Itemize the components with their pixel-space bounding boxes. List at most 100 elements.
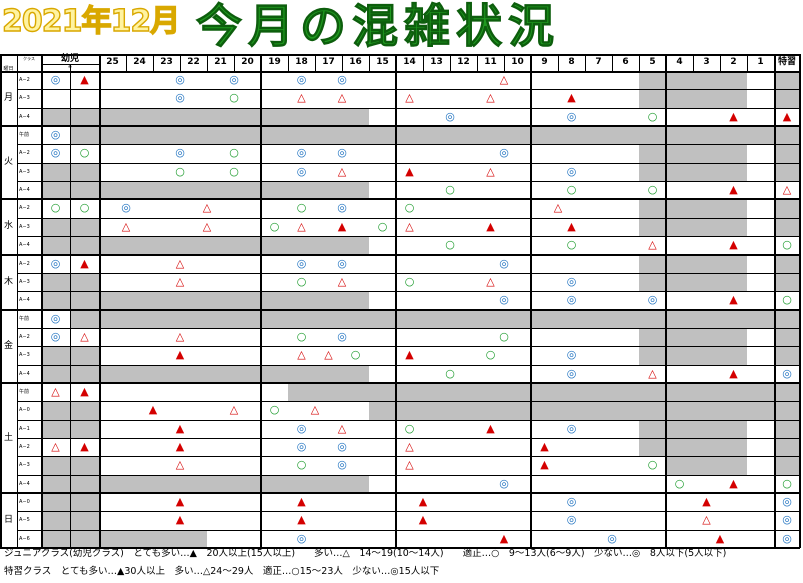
status-mark: △ bbox=[782, 183, 792, 197]
status-mark: ○ bbox=[782, 476, 792, 490]
status-mark: △ bbox=[337, 421, 347, 435]
status-mark: ▲ bbox=[418, 495, 428, 509]
status-mark: △ bbox=[648, 238, 657, 252]
gray-cell bbox=[99, 292, 369, 310]
status-mark: ◎ bbox=[337, 73, 347, 86]
day-label-wed: 水 bbox=[3, 221, 13, 232]
header-tokushu: 特習 bbox=[777, 57, 796, 67]
row-line bbox=[17, 529, 800, 531]
status-mark: ◎ bbox=[296, 531, 307, 545]
week-vline bbox=[530, 54, 532, 549]
row-line bbox=[17, 291, 800, 293]
status-mark: ▲ bbox=[405, 164, 414, 178]
row-line bbox=[17, 419, 800, 421]
status-mark: ◎ bbox=[337, 146, 347, 160]
day-label-mon: 月 bbox=[3, 93, 13, 103]
row-line bbox=[17, 144, 800, 146]
row-line bbox=[17, 272, 800, 274]
status-mark: ○ bbox=[296, 274, 307, 288]
day-divider bbox=[0, 308, 800, 311]
status-mark: ◎ bbox=[782, 366, 792, 380]
status-mark: ◎ bbox=[566, 348, 577, 362]
header-date-25: 25 bbox=[106, 57, 119, 67]
header-vline bbox=[477, 54, 478, 71]
youji-mark: ▲ bbox=[80, 73, 89, 86]
gray-cell bbox=[774, 383, 800, 402]
status-mark: ◎ bbox=[499, 293, 509, 307]
header-date-13: 13 bbox=[430, 57, 443, 67]
youji-mark: ○ bbox=[79, 201, 90, 215]
status-mark: ▲ bbox=[405, 348, 414, 362]
youji-mark: ◎ bbox=[50, 146, 61, 160]
youji-mark: △ bbox=[51, 384, 60, 398]
status-mark: ◎ bbox=[782, 513, 792, 527]
status-mark: ○ bbox=[404, 421, 415, 435]
gray-cell bbox=[639, 72, 747, 90]
youji-mark: ▲ bbox=[80, 256, 89, 270]
status-mark: ○ bbox=[782, 293, 792, 307]
status-mark: ◎ bbox=[782, 531, 792, 545]
status-mark: ◎ bbox=[566, 513, 577, 527]
status-mark: ◎ bbox=[337, 329, 347, 343]
gray-cell bbox=[774, 163, 800, 182]
status-mark: △ bbox=[486, 274, 495, 288]
status-mark: ▲ bbox=[175, 513, 185, 527]
week-vline bbox=[260, 54, 262, 549]
header-date-7: 7 bbox=[595, 57, 602, 67]
header-vline bbox=[639, 54, 640, 71]
status-mark: △ bbox=[405, 458, 414, 472]
header-vline bbox=[153, 54, 154, 71]
gray-cell bbox=[774, 255, 800, 273]
status-mark: ▲ bbox=[175, 421, 185, 435]
grid-vline bbox=[0, 54, 2, 549]
day-label-sat: 土 bbox=[3, 432, 13, 443]
row-label-thu-1: A−3 bbox=[19, 278, 30, 285]
gray-cell bbox=[774, 457, 800, 475]
gray-cell bbox=[639, 90, 747, 108]
header-date-21: 21 bbox=[214, 57, 227, 67]
status-mark: ▲ bbox=[175, 440, 185, 453]
status-mark: ○ bbox=[269, 403, 280, 417]
status-mark: ▲ bbox=[486, 421, 495, 435]
status-mark: △ bbox=[175, 329, 185, 343]
status-mark: ◎ bbox=[121, 201, 131, 215]
gray-cell bbox=[666, 457, 747, 475]
status-mark: ◎ bbox=[296, 440, 307, 453]
gray-cell bbox=[639, 439, 747, 457]
grid-vline bbox=[99, 54, 101, 549]
status-mark: ○ bbox=[499, 329, 509, 343]
header-date-5: 5 bbox=[649, 57, 656, 67]
status-mark: ◎ bbox=[499, 476, 509, 490]
row-label-sat-0: 午前 bbox=[19, 388, 30, 395]
status-mark: ○ bbox=[175, 164, 185, 178]
status-mark: ○ bbox=[445, 238, 455, 252]
gray-cell bbox=[774, 328, 800, 347]
status-mark: △ bbox=[405, 91, 414, 105]
gray-cell bbox=[774, 200, 800, 218]
day-divider bbox=[0, 547, 800, 550]
status-mark: ▲ bbox=[540, 458, 549, 472]
youji-mark: △ bbox=[51, 440, 60, 453]
header-vline bbox=[207, 54, 208, 71]
gray-cell bbox=[99, 310, 800, 328]
status-mark: ◎ bbox=[566, 109, 577, 123]
week-vline bbox=[395, 54, 397, 549]
gray-cell bbox=[639, 218, 747, 237]
gray-cell bbox=[99, 182, 369, 200]
header-vline bbox=[747, 54, 748, 71]
status-mark: ▲ bbox=[729, 183, 738, 197]
row-line bbox=[17, 236, 800, 238]
status-mark: ○ bbox=[229, 146, 239, 160]
status-mark: ◎ bbox=[566, 293, 577, 307]
gray-cell bbox=[774, 90, 800, 108]
header-date-22: 22 bbox=[187, 57, 200, 67]
status-mark: △ bbox=[175, 274, 185, 288]
header-date-2: 2 bbox=[730, 57, 737, 67]
youji-mark: ◎ bbox=[50, 73, 61, 86]
day-label-thu: 木 bbox=[3, 276, 13, 287]
status-mark: ◎ bbox=[566, 366, 577, 380]
row-label-wed-2: A−4 bbox=[19, 242, 30, 249]
gray-cell bbox=[639, 145, 747, 163]
header-date-14: 14 bbox=[403, 57, 416, 67]
row-label-sat-1: A−0 bbox=[19, 407, 30, 414]
